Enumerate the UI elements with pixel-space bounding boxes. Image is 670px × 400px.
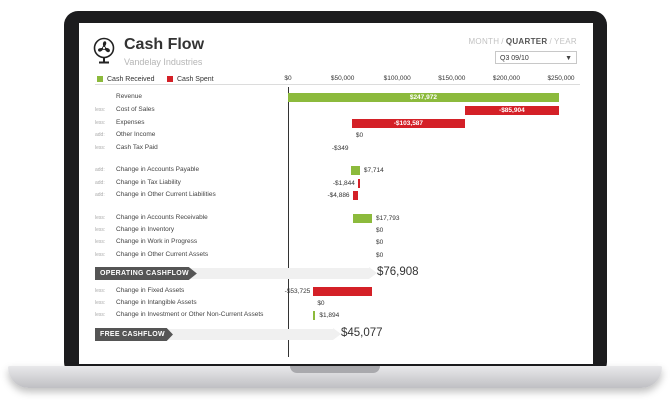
bar-value-label: $0 bbox=[375, 227, 384, 234]
free-arrow-icon bbox=[333, 328, 341, 340]
axis-tick-label: $250,000 bbox=[547, 75, 575, 82]
row-label: Change in Fixed Assets bbox=[116, 287, 185, 294]
waterfall-bar[interactable] bbox=[313, 287, 372, 296]
bar-value-label: -$349 bbox=[331, 145, 349, 152]
row-label: Change in Accounts Receivable bbox=[116, 214, 208, 221]
row-tag: add: bbox=[95, 132, 105, 138]
row-tag: less: bbox=[95, 312, 106, 318]
bar-value-label: $247,972 bbox=[409, 94, 437, 101]
operating-arrow-icon bbox=[369, 267, 377, 279]
axis-tick-label: $200,000 bbox=[492, 75, 520, 82]
period-year-link[interactable]: YEAR bbox=[554, 37, 577, 46]
row-label: Expenses bbox=[116, 119, 145, 126]
page-title: Cash Flow bbox=[124, 36, 205, 53]
bar-value-label: $17,793 bbox=[375, 215, 400, 222]
waterfall-bar[interactable] bbox=[351, 166, 360, 175]
axis-tick-label: $150,000 bbox=[438, 75, 466, 82]
bar-value-label: -$53,725 bbox=[284, 288, 311, 295]
axis-tick-label: $50,000 bbox=[330, 75, 355, 82]
legend-received-label: Cash Received bbox=[107, 76, 155, 83]
row-label: Change in Accounts Payable bbox=[116, 166, 200, 173]
bar-value-label: $0 bbox=[317, 300, 325, 307]
row-label: Change in Inventory bbox=[116, 226, 175, 233]
bar-value-label: -$85,904 bbox=[499, 107, 525, 114]
bar-value-label: -$1,844 bbox=[332, 180, 355, 187]
row-label: Change in Other Current Liabilities bbox=[116, 191, 216, 198]
bar-value-label: $0 bbox=[375, 252, 384, 259]
period-toggle: MONTH / QUARTER / YEAR bbox=[468, 37, 577, 46]
legend-received: Cash Received bbox=[97, 76, 154, 83]
row-label: Change in Investment or Other Non-Curren… bbox=[116, 311, 264, 318]
waterfall-bar[interactable] bbox=[357, 179, 360, 188]
axis-line bbox=[95, 84, 580, 85]
row-tag: less: bbox=[95, 120, 106, 126]
chevron-down-icon: ▼ bbox=[565, 55, 572, 62]
waterfall-bar[interactable] bbox=[351, 119, 465, 128]
bar-value-label: $0 bbox=[355, 132, 364, 139]
row-tag: add: bbox=[95, 192, 105, 198]
row-tag: less: bbox=[95, 145, 106, 151]
row-tag: less: bbox=[95, 239, 106, 245]
legend-swatch-red bbox=[167, 76, 173, 82]
row-label: Cost of Sales bbox=[116, 106, 155, 113]
company-name: Vandelay Industries bbox=[124, 57, 203, 67]
bar-value-label: $1,894 bbox=[319, 312, 340, 319]
zero-line bbox=[288, 87, 289, 357]
bar-value-label: -$103,587 bbox=[393, 120, 424, 127]
row-tag: add: bbox=[95, 167, 105, 173]
row-tag: less: bbox=[95, 227, 106, 233]
waterfall-bar[interactable] bbox=[352, 214, 372, 223]
bar-value-label: $0 bbox=[375, 239, 384, 246]
period-separator: / bbox=[549, 37, 552, 46]
row-label: Revenue bbox=[116, 93, 143, 100]
row-tag: less: bbox=[95, 288, 106, 294]
legend-spent-label: Cash Spent bbox=[177, 76, 214, 83]
row-tag: less: bbox=[95, 107, 106, 113]
legend-swatch-green bbox=[97, 76, 103, 82]
legend-spent: Cash Spent bbox=[167, 76, 214, 83]
period-select[interactable]: Q3 09/10 ▼ bbox=[495, 51, 577, 64]
period-quarter-link[interactable]: QUARTER bbox=[505, 37, 548, 46]
waterfall-bar[interactable] bbox=[352, 191, 358, 200]
bar-value-label: $7,714 bbox=[363, 167, 384, 174]
axis-tick-label: $0 bbox=[284, 75, 292, 82]
free-cashflow-value: $45,077 bbox=[341, 327, 383, 339]
waterfall-bar[interactable] bbox=[288, 93, 559, 102]
free-band bbox=[95, 329, 333, 340]
axis-tick-label: $100,000 bbox=[383, 75, 411, 82]
period-select-value: Q3 09/10 bbox=[500, 55, 529, 62]
row-label: Change in Other Current Assets bbox=[116, 251, 209, 258]
period-month-link[interactable]: MONTH bbox=[468, 37, 500, 46]
operating-cashflow-value: $76,908 bbox=[377, 266, 419, 278]
free-cashflow-label: FREE CASHFLOW bbox=[95, 328, 173, 341]
row-tag: less: bbox=[95, 215, 106, 221]
row-label: Change in Work in Progress bbox=[116, 238, 198, 245]
period-separator: / bbox=[501, 37, 504, 46]
laptop-notch bbox=[290, 366, 380, 373]
row-label: Cash Tax Paid bbox=[116, 144, 158, 151]
waterfall-bar[interactable] bbox=[464, 106, 559, 115]
waterfall-bar[interactable] bbox=[313, 311, 316, 320]
row-label: Other Income bbox=[116, 131, 156, 138]
row-label: Change in Intangible Assets bbox=[116, 299, 197, 306]
operating-band bbox=[95, 268, 369, 279]
fan-logo-icon bbox=[93, 37, 115, 64]
row-tag: add: bbox=[95, 180, 105, 186]
row-tag: less: bbox=[95, 252, 106, 258]
row-label: Change in Tax Liability bbox=[116, 179, 181, 186]
operating-cashflow-label: OPERATING CASHFLOW bbox=[95, 267, 197, 280]
bar-value-label: -$4,886 bbox=[327, 192, 350, 199]
app-screen: Cash Flow Vandelay Industries MONTH / QUAR… bbox=[79, 23, 593, 364]
laptop-base bbox=[8, 366, 662, 388]
row-tag: less: bbox=[95, 300, 106, 306]
